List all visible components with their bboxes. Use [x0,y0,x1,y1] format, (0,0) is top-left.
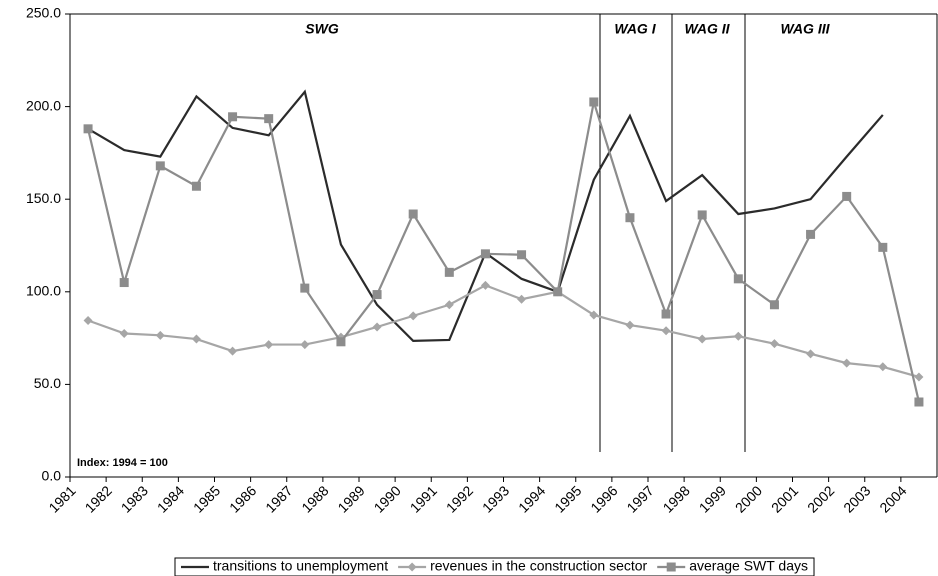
marker [914,397,924,407]
annotation: WAG I [614,21,656,37]
marker [191,181,201,191]
x-tick-label: 1981 [45,482,78,515]
series-line [87,284,920,379]
x-tick-label: 1999 [696,482,729,515]
x-tick-label: 2004 [876,482,909,515]
marker [264,114,274,124]
marker [300,340,310,350]
marker [769,339,779,349]
marker [697,210,707,220]
x-tick-label: 1984 [154,482,187,515]
series-line [87,89,884,342]
marker [372,290,382,300]
marker [661,309,671,319]
x-tick-label: 1985 [190,482,223,515]
x-tick-label: 1987 [262,482,295,515]
x-tick-label: 1989 [334,482,367,515]
marker [336,337,346,347]
x-tick-label: 1992 [443,482,476,515]
marker [372,322,382,332]
legend-box [174,557,815,576]
x-tick-label: 1997 [623,482,656,515]
marker [407,562,417,572]
marker [444,267,454,277]
legend-label: average SWT days [689,558,808,574]
marker [83,316,93,326]
x-tick-label: 1983 [118,482,151,515]
marker [733,274,743,284]
marker [806,349,816,359]
marker [155,161,165,171]
marker [444,300,454,310]
x-tick-label: 1996 [587,482,620,515]
x-tick-label: 1982 [82,482,115,515]
marker [625,213,635,223]
marker [300,283,310,293]
marker [228,112,238,122]
x-tick-label: 1991 [407,482,440,515]
annotation: SWG [305,21,339,37]
x-tick-label: 1995 [551,482,584,515]
x-tick-label: 1990 [371,482,404,515]
marker [625,320,635,330]
x-tick-label: 2003 [840,482,873,515]
marker [842,191,852,201]
marker [264,340,274,350]
y-tick-label: 100.0 [26,283,61,299]
annotation: WAG III [781,21,831,37]
marker [517,250,527,260]
marker [697,334,707,344]
x-tick-label: 1986 [226,482,259,515]
marker [408,209,418,219]
x-tick-label: 2001 [768,482,801,515]
marker [661,326,671,336]
x-tick-label: 2000 [732,482,765,515]
marker [589,310,599,320]
marker [878,242,888,252]
x-tick-label: 1993 [479,482,512,515]
marker [408,311,418,321]
y-tick-label: 50.0 [34,375,61,391]
legend-label: transitions to unemployment [213,558,388,574]
annotation: Index: 1994 = 100 [77,457,168,469]
marker [119,328,129,338]
annotation: WAG II [684,21,730,37]
legend: transitions to unemployment revenues in t… [174,557,815,576]
y-tick-label: 250.0 [26,5,61,21]
series-line [86,101,921,403]
marker [191,334,201,344]
marker [914,372,924,382]
y-tick-label: 150.0 [26,190,61,206]
marker [553,287,563,297]
x-tick-label: 1994 [515,482,548,515]
marker [733,331,743,341]
marker [666,562,676,572]
x-tick-label: 2002 [804,482,837,515]
marker [480,249,490,259]
x-tick-label: 1988 [298,482,331,515]
marker [878,362,888,372]
marker [480,280,490,290]
legend-label: revenues in the construction sector [430,558,647,574]
marker [589,97,599,107]
marker [228,346,238,356]
marker [517,294,527,304]
marker [83,124,93,134]
y-tick-label: 200.0 [26,97,61,113]
marker [806,229,816,239]
marker [119,278,129,288]
x-tick-label: 1998 [660,482,693,515]
marker [155,330,165,340]
marker [842,358,852,368]
marker [769,300,779,310]
y-tick-label: 0.0 [42,468,62,484]
